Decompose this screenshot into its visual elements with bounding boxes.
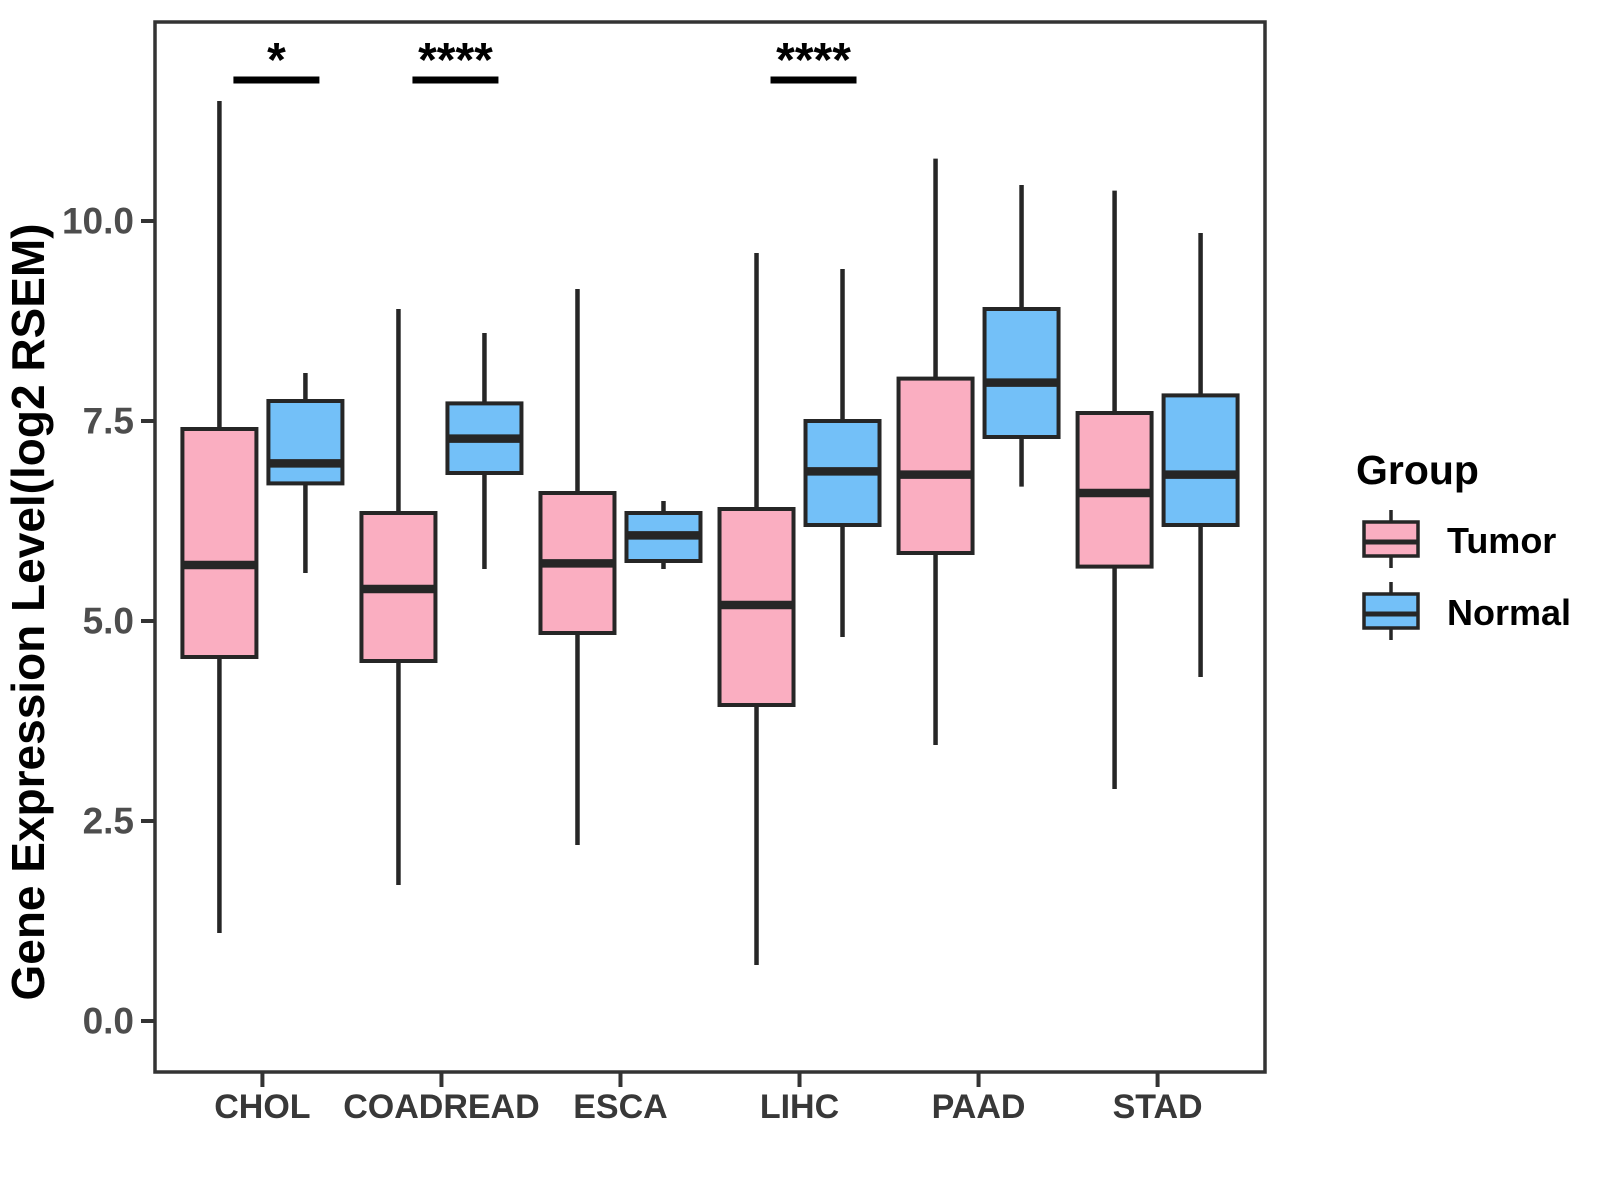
legend-key-tumor	[1362, 510, 1420, 568]
iqr-box	[180, 427, 259, 659]
iqr-box	[896, 376, 975, 555]
iqr-box	[1161, 393, 1240, 527]
legend-label-normal: Normal	[1447, 592, 1571, 633]
x-axis: CHOL COADREAD ESCA LIHC PAAD STAD	[214, 1072, 1203, 1126]
legend-key-box	[1362, 592, 1420, 630]
legend-keys	[1362, 510, 1420, 640]
y-tick-label: 10.0	[62, 201, 134, 242]
y-tick-label: 7.5	[83, 401, 134, 442]
x-tick-label: ESCA	[573, 1088, 667, 1126]
boxplot-stad-normal	[1161, 233, 1240, 677]
y-axis-title: Gene Expression Level(log2 RSEM)	[2, 223, 54, 1000]
significance-label-coadread: ****	[418, 34, 493, 87]
boxplot-coadread-normal	[445, 333, 524, 569]
boxplot-paad-tumor	[896, 158, 975, 745]
x-tick-label: LIHC	[760, 1088, 839, 1126]
significance-label-chol: *	[267, 34, 286, 87]
y-axis: 0.0 2.5 5.0 7.5 10.0	[62, 201, 155, 1042]
boxplot-coadread-tumor	[359, 309, 438, 885]
x-tick-label: STAD	[1113, 1088, 1203, 1126]
x-tick-label: CHOL	[214, 1088, 310, 1126]
significance-layer: * **** ****	[233, 34, 857, 87]
legend-title: Group	[1356, 447, 1479, 493]
boxplot-esca-normal	[624, 501, 703, 569]
boxplot-stad-tumor	[1075, 190, 1154, 789]
boxplot-chol-normal	[266, 373, 345, 573]
iqr-box	[982, 307, 1061, 439]
significance-label-lihc: ****	[776, 34, 851, 87]
boxplot-lihc-tumor	[717, 253, 796, 965]
legend-key-box	[1362, 520, 1420, 558]
y-tick-label: 0.0	[83, 1001, 134, 1042]
boxplot-paad-normal	[982, 185, 1061, 487]
legend-key-normal	[1362, 582, 1420, 640]
y-tick-label: 2.5	[83, 801, 134, 842]
boxplot-esca-tumor	[538, 289, 617, 845]
x-tick-label: COADREAD	[343, 1088, 539, 1126]
boxplot-chol-tumor	[180, 101, 259, 933]
legend-label-tumor: Tumor	[1447, 520, 1556, 561]
x-tick-label: PAAD	[932, 1088, 1026, 1126]
boxplot-layer	[180, 101, 1240, 965]
boxplot-lihc-normal	[803, 269, 882, 637]
y-tick-label: 5.0	[83, 601, 134, 642]
iqr-box	[266, 399, 345, 486]
